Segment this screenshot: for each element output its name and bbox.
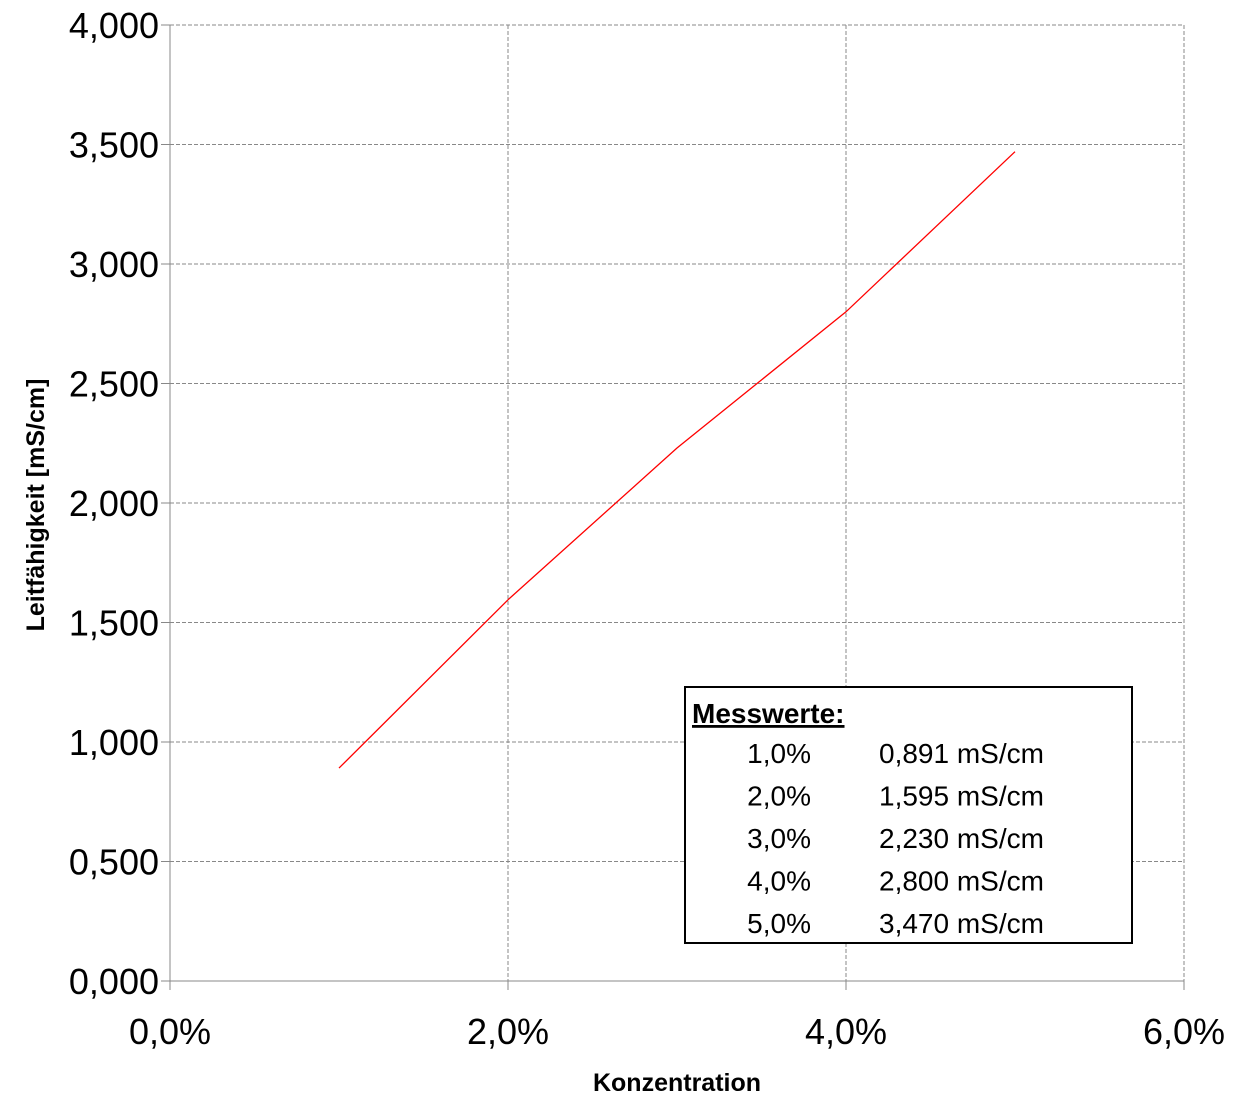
legend-rows: 1,0% 0,891 mS/cm 2,0% 1,595 mS/cm 3,0% 2,230 … — [747, 738, 1044, 939]
y-tick-label: 1,500 — [69, 603, 159, 644]
y-tick-label: 0,500 — [69, 842, 159, 883]
tick-labels: 0,000 0,500 1,000 1,500 2,000 2,500 3,000 3,500… — [69, 5, 1225, 1052]
legend-concentration: 1,0% — [747, 738, 811, 769]
y-tick-label: 2,500 — [69, 364, 159, 405]
legend-border — [684, 686, 1133, 944]
y-tick-label: 1,000 — [69, 722, 159, 763]
legend-value: 2,230 mS/cm — [879, 823, 1044, 854]
legend-value: 3,470 mS/cm — [879, 908, 1044, 939]
legend-value: 0,891 mS/cm — [879, 738, 1044, 769]
y-tick-label: 2,000 — [69, 483, 159, 524]
x-tick-label: 2,0% — [467, 1011, 549, 1052]
grid — [170, 24, 1185, 981]
legend-concentration: 5,0% — [747, 908, 811, 939]
legend-value: 2,800 mS/cm — [879, 866, 1044, 897]
legend-box: Messwerte: 1,0% 0,891 mS/cm 2,0% 1,595 mS/c… — [684, 686, 1133, 944]
legend-value: 1,595 mS/cm — [879, 781, 1044, 812]
legend-concentration: 3,0% — [747, 823, 811, 854]
series-line — [338, 151, 1016, 769]
y-tick-label: 3,500 — [69, 125, 159, 166]
legend-concentration: 2,0% — [747, 781, 811, 812]
legend-title: Messwerte: — [692, 698, 845, 729]
x-tick-label: 6,0% — [1143, 1011, 1225, 1052]
x-tick-label: 0,0% — [129, 1011, 211, 1052]
y-tick-label: 3,000 — [69, 244, 159, 285]
x-axis-title: Konzentration — [593, 1069, 761, 1097]
axes — [161, 24, 1185, 990]
y-tick-label: 4,000 — [69, 5, 159, 46]
y-axis-title: Leitfähigkeit [mS/cm] — [22, 379, 50, 632]
y-tick-label: 0,000 — [69, 961, 159, 1002]
legend-concentration: 4,0% — [747, 866, 811, 897]
series-lines — [338, 151, 1016, 769]
x-tick-label: 4,0% — [805, 1011, 887, 1052]
